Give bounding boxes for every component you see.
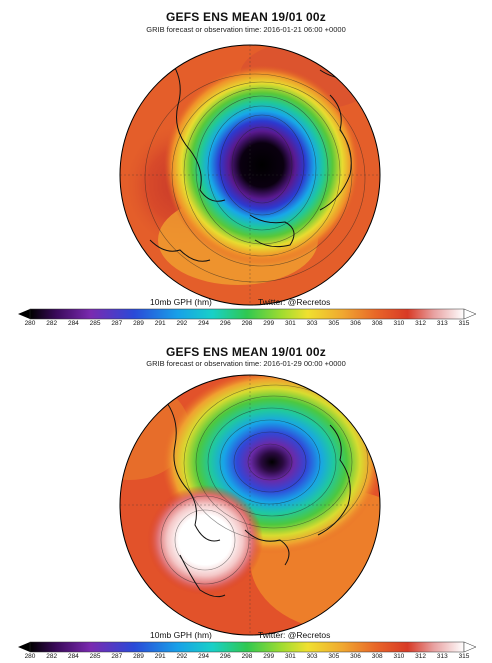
panel-title: GEFS ENS MEAN 19/01 00z [166,10,326,24]
colorbar-label: 10mb GPH (hm) [150,297,212,307]
colorbar-tick-label: 315 [458,653,470,660]
colorbar-tick-label: 284 [67,320,79,327]
credit-text: Twitter: @Recretos [258,630,331,640]
colorbar-tick-label: 308 [371,653,383,660]
colorbar-tick-label: 287 [111,653,123,660]
colorbar-tick-label: 310 [393,653,405,660]
colorbar-tick-label: 285 [89,320,101,327]
high-pressure-region [147,485,263,595]
colorbar-tick-label: 301 [284,653,296,660]
panel-subtitle: GRIB forecast or observation time: 2016-… [146,359,346,368]
colorbar-tick-label: 312 [415,320,427,327]
colorbar-tick-label: 285 [89,653,101,660]
colorbar-tick-label: 301 [284,320,296,327]
colorbar-tick-label: 313 [436,320,448,327]
colorbar-tick-label: 287 [111,320,123,327]
colorbar-label: 10mb GPH (hm) [150,630,212,640]
colorbar-ticks: 280 282 284 285 287 289 291 292 294 296 298 299 301 3… [0,320,492,330]
colorbar-tick-label: 298 [241,653,253,660]
panel-top: GEFS ENS MEAN 19/01 00z GRIB forecast or… [0,10,492,330]
colorbar-tick-label: 299 [263,320,275,327]
colorbar-min-arrow [18,309,30,319]
colorbar-max-arrow [463,308,477,320]
colorbar-tick-label: 280 [24,320,36,327]
coastlines [149,59,371,262]
colorbar-tick-label: 289 [133,653,144,660]
colorbar-tick-label: 294 [198,320,210,327]
colorbar-tick-label: 291 [154,320,166,327]
credit-text: Twitter: @Recretos [258,297,331,307]
colorbar-tick-label: 310 [393,320,405,327]
colorbar-tick-label: 315 [458,320,470,327]
colorbar-tick-label: 299 [263,653,275,660]
colorbar-tick-label: 282 [46,320,58,327]
colorbar-tick-label: 282 [46,653,58,660]
colorbar-min-arrow [18,642,30,652]
polar-map [119,44,381,306]
coastlines [164,399,351,598]
colorbar-gradient [29,641,465,653]
colorbar-tick-label: 308 [371,320,383,327]
panel-title: GEFS ENS MEAN 19/01 00z [166,345,326,359]
contour-lines [144,73,366,283]
colorbar-tick-label: 303 [306,653,318,660]
colorbar-tick-label: 313 [436,653,448,660]
colorbar-tick-label: 280 [24,653,36,660]
colorbar-tick-label: 306 [350,653,361,660]
colorbar [18,308,477,320]
colorbar-tick-label: 306 [350,320,361,327]
colorbar [18,641,477,653]
colorbar-tick-label: 305 [328,653,340,660]
map-boundary [119,374,381,636]
colorbar-tick-label: 292 [176,653,188,660]
colorbar-tick-label: 291 [154,653,166,660]
panel-bottom: GEFS ENS MEAN 19/01 00z GRIB forecast or… [0,340,492,663]
colorbar-tick-label: 284 [67,653,79,660]
colorbar-max-arrow [463,641,477,653]
colorbar-ticks: 280 282 284 285 287 289 291 292 294 296 298 299 301 3… [0,653,492,663]
polar-vortex [164,65,360,265]
map-boundary [119,44,381,306]
colorbar-tick-label: 305 [328,320,340,327]
colorbar-tick-label: 303 [306,320,318,327]
colorbar-tick-label: 289 [133,320,144,327]
colorbar-tick-label: 292 [176,320,188,327]
colorbar-tick-label: 296 [219,653,231,660]
colorbar-tick-label: 294 [198,653,210,660]
colorbar-tick-label: 312 [415,653,427,660]
panel-subtitle: GRIB forecast or observation time: 2016-… [146,25,346,34]
colorbar-tick-label: 296 [219,320,231,327]
colorbar-tick-label: 298 [241,320,253,327]
